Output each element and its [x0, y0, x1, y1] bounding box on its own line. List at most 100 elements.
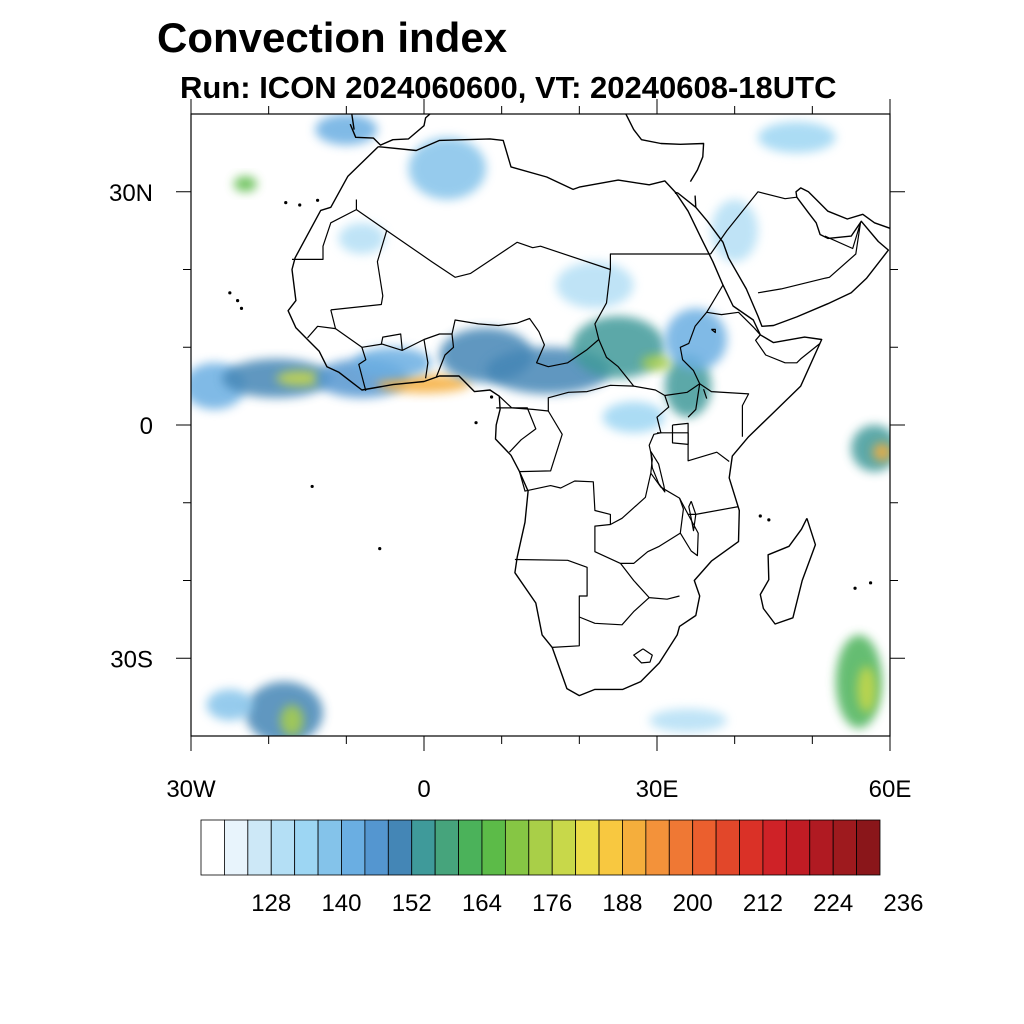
- coastline: [349, 114, 432, 146]
- colorbar-label: 176: [532, 890, 572, 917]
- convection-cell: [338, 222, 386, 254]
- country-border: [451, 284, 724, 397]
- convection-cell: [664, 355, 712, 418]
- country-border: [514, 558, 588, 648]
- country-border: [620, 563, 680, 600]
- coastline: [759, 517, 817, 625]
- country-border: [496, 407, 537, 453]
- colorbar-box: [294, 819, 319, 876]
- coastline: [625, 114, 705, 182]
- map-title: Convection index: [157, 14, 508, 61]
- convection-cell: [857, 666, 877, 713]
- colorbar-box: [598, 819, 623, 876]
- lake-outline: [711, 328, 716, 334]
- country-border: [423, 339, 429, 379]
- convection-cell: [315, 114, 378, 146]
- convection-cell: [245, 681, 324, 736]
- colorbar-box: [458, 819, 483, 876]
- colorbar: 128 140 152 164 176 188 200 212 224 236: [200, 819, 923, 917]
- country-border: [757, 222, 862, 294]
- lon-tick-label: 30W: [166, 776, 216, 803]
- convection-cell: [276, 370, 324, 387]
- lat-tick-label: 30S: [110, 646, 153, 673]
- colorbar-box: [832, 819, 857, 876]
- colorbar-box: [668, 819, 694, 876]
- lake-outline: [671, 422, 689, 445]
- coastline: [351, 114, 355, 130]
- plot-frame: [190, 113, 891, 737]
- convection-cell: [641, 355, 673, 371]
- lat-tick-label: 0: [140, 413, 153, 440]
- coastlines-and-borders: [228, 114, 890, 697]
- colorbar-label: 164: [462, 890, 502, 917]
- colorbar-box: [739, 819, 764, 876]
- lon-tick-label: 30E: [636, 776, 679, 803]
- colorbar-box: [270, 819, 296, 876]
- country-border: [710, 191, 797, 255]
- colorbar-box: [224, 819, 249, 876]
- country-border: [679, 514, 699, 557]
- coastline: [287, 138, 823, 697]
- convection-cell: [408, 137, 487, 200]
- convection-cell: [206, 689, 254, 721]
- island-dot: [298, 203, 302, 207]
- country-border: [307, 325, 336, 339]
- island-dot: [310, 484, 314, 489]
- island-dot: [868, 581, 873, 585]
- island-dot: [758, 514, 762, 518]
- country-border: [292, 199, 357, 260]
- colorbar-box: [715, 819, 740, 876]
- axis-ticks: 30N 0 30S 30W 0 30E 60E: [109, 99, 911, 803]
- country-border: [579, 597, 650, 626]
- island-dot: [378, 547, 382, 551]
- coastline: [676, 187, 890, 327]
- colorbar-label: 236: [883, 890, 923, 917]
- colorbar-box: [551, 819, 577, 876]
- colorbar-box: [692, 819, 717, 876]
- colorbar-box: [364, 819, 389, 876]
- colorbar-label: 188: [602, 890, 642, 917]
- colorbar-label: 128: [251, 890, 291, 917]
- colorbar-box: [317, 819, 342, 876]
- convection-cell: [649, 708, 727, 733]
- colorbar-box: [411, 819, 436, 876]
- country-border: [657, 432, 730, 462]
- colorbar-box: [785, 819, 811, 876]
- convection-field: [191, 114, 890, 736]
- map-subtitle: Run: ICON 2024060600, VT: 20240608-18UTC: [180, 70, 837, 105]
- country-border: [687, 383, 750, 437]
- convection-cell: [280, 704, 304, 736]
- colorbar-box: [481, 819, 506, 876]
- convection-cell: [222, 358, 331, 398]
- coastline: [694, 195, 697, 208]
- lon-tick-label: 0: [417, 776, 430, 803]
- island-dot: [489, 395, 494, 399]
- convection-cell: [757, 121, 836, 153]
- lake-outline: [650, 451, 666, 493]
- island-dot: [315, 198, 320, 202]
- convection-cell: [711, 199, 758, 262]
- island-dot: [767, 518, 771, 522]
- colorbar-box: [200, 819, 225, 876]
- colorbar-box: [341, 819, 366, 876]
- country-border: [594, 497, 684, 564]
- colorbar-label: 200: [673, 890, 713, 917]
- colorbar-box: [575, 819, 600, 876]
- colorbar-box: [762, 819, 787, 876]
- colorbar-label: 152: [392, 890, 432, 917]
- colorbar-label: 212: [743, 890, 783, 917]
- country-border: [650, 472, 739, 515]
- country-border: [633, 648, 653, 664]
- country-border: [594, 269, 611, 340]
- country-border: [330, 230, 388, 311]
- colorbar-label: 140: [321, 890, 361, 917]
- colorbar-box: [434, 819, 459, 876]
- coastline: [674, 191, 678, 194]
- convection-cell: [556, 261, 634, 309]
- island-dot: [474, 421, 478, 425]
- convection-cell: [602, 401, 665, 433]
- colorbar-box: [528, 819, 553, 876]
- country-border: [706, 311, 755, 329]
- colorbar-box: [247, 819, 272, 876]
